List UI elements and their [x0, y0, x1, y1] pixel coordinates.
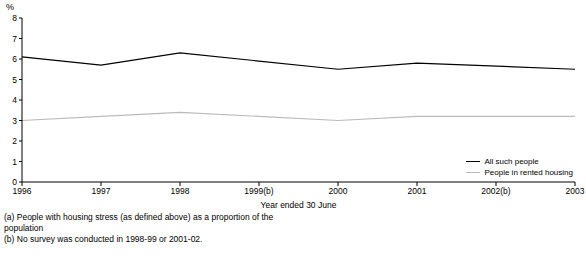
svg-text:8: 8 — [12, 13, 17, 23]
html-text:People in rented housing: People in rented housing — [484, 168, 573, 177]
svg-text:7: 7 — [12, 34, 17, 44]
svg-text:2003: 2003 — [566, 186, 578, 196]
html-text:All such people: All such people — [484, 157, 539, 166]
svg-text:0: 0 — [12, 177, 17, 187]
svg-text:2: 2 — [12, 136, 17, 146]
html-text:(a) People with housing stress: (a) People with housing stress (as defin… — [4, 212, 274, 233]
svg-text:5: 5 — [12, 75, 17, 85]
svg-text:6: 6 — [12, 54, 17, 64]
svg-text:1997: 1997 — [92, 186, 111, 196]
svg-text:3: 3 — [12, 116, 17, 126]
svg-text:2000: 2000 — [329, 186, 348, 196]
svg-text:4: 4 — [12, 95, 17, 105]
svg-text:2002(b): 2002(b) — [481, 186, 510, 196]
svg-text:1: 1 — [12, 157, 17, 167]
svg-text:2001: 2001 — [408, 186, 427, 196]
svg-text:1996: 1996 — [13, 186, 32, 196]
svg-text:Year ended 30 June: Year ended 30 June — [261, 200, 337, 210]
svg-text:1999(b): 1999(b) — [244, 186, 273, 196]
html-text:(b) No survey was conducted in: (b) No survey was conducted in 1998-99 o… — [4, 234, 203, 244]
svg-text:1998: 1998 — [171, 186, 190, 196]
